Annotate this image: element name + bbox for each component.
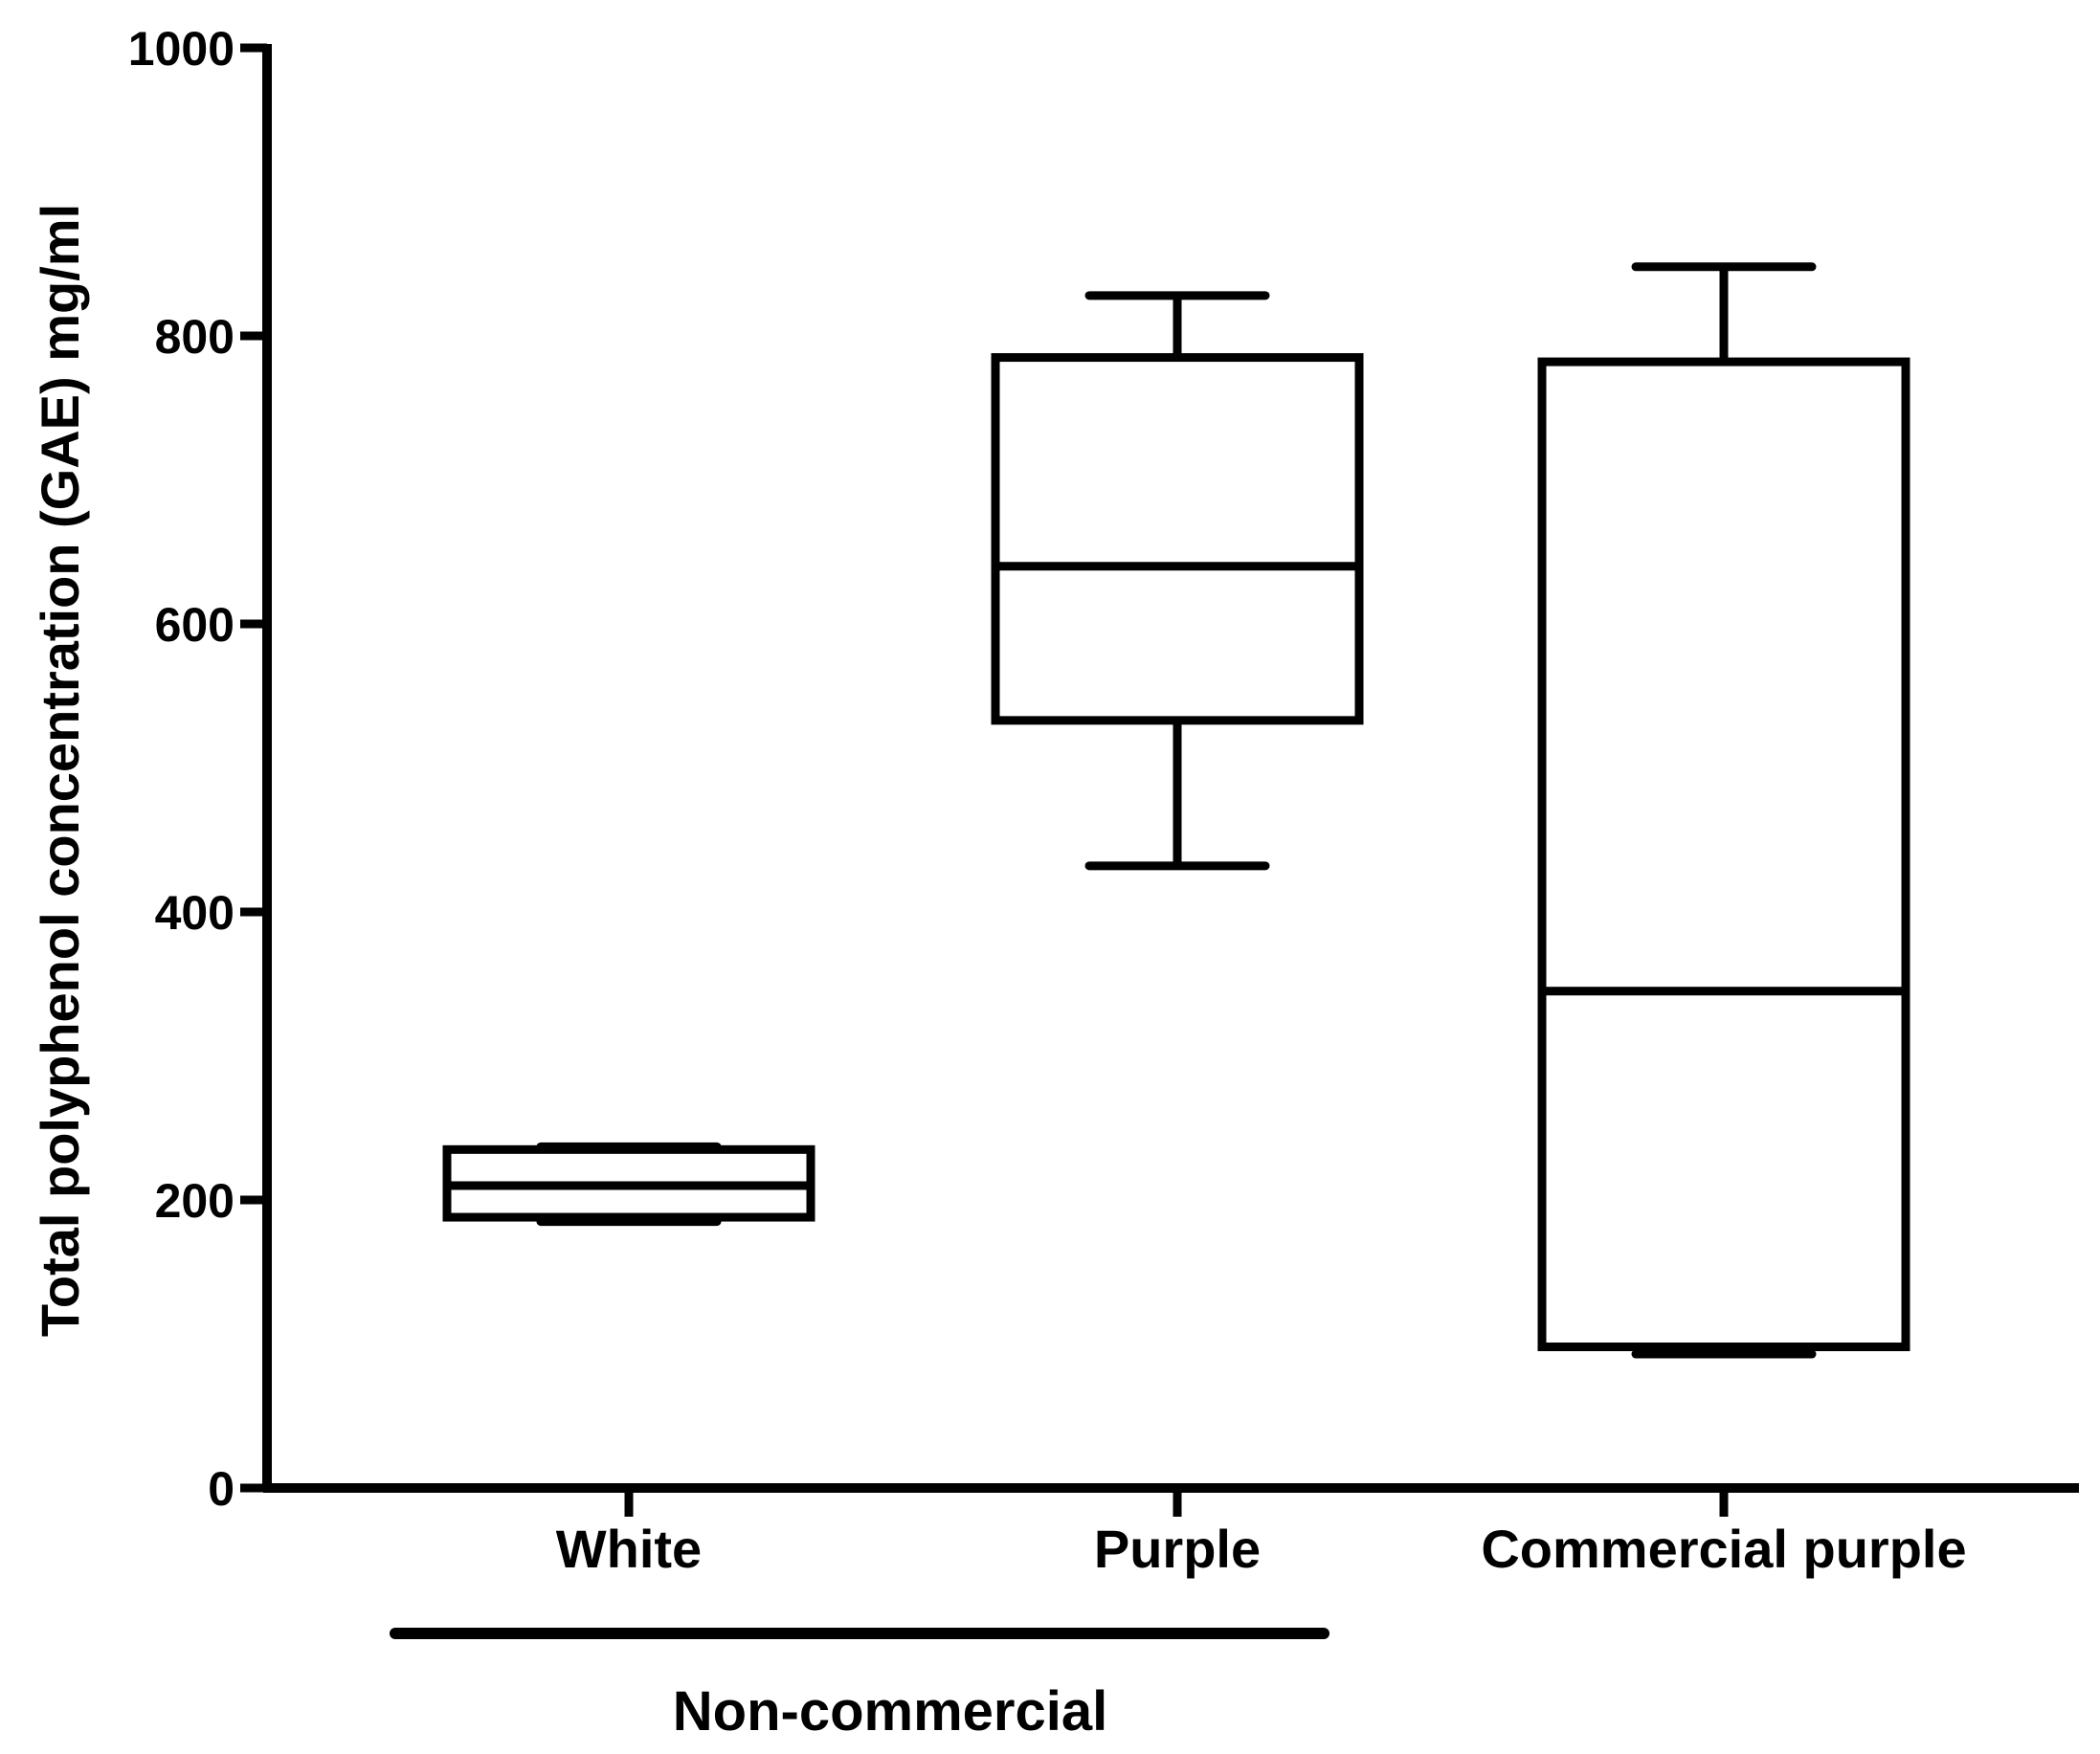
y-tick-label-0: 0: [208, 1462, 235, 1516]
x-axis: White Purple Commercial purple: [263, 1483, 2079, 1579]
boxes: [442, 262, 1910, 1359]
box-white: [442, 1142, 815, 1227]
box-commercial-purple: [1537, 262, 1910, 1359]
y-tick-label-200: 200: [155, 1174, 235, 1228]
y-axis-label: Total polyphenol concentration (GAE) mg/…: [30, 204, 90, 1337]
x-tick-label-white: White: [556, 1519, 702, 1579]
iqr-box-purple: [991, 353, 1364, 725]
y-tick-label-400: 400: [155, 886, 235, 940]
y-tick-label-1000: 1000: [128, 22, 235, 76]
y-axis: 0 200 400 600 800 1000: [128, 22, 272, 1516]
iqr-box-commercial-purple: [1537, 357, 1910, 1352]
box-purple: [991, 291, 1364, 871]
y-tick-label-600: 600: [155, 598, 235, 652]
x-tick-label-purple: Purple: [1094, 1519, 1261, 1579]
group-label: Non-commercial: [673, 1680, 1107, 1743]
x-tick-label-commercial-purple: Commercial purple: [1481, 1519, 1966, 1579]
y-tick-label-800: 800: [155, 310, 235, 364]
